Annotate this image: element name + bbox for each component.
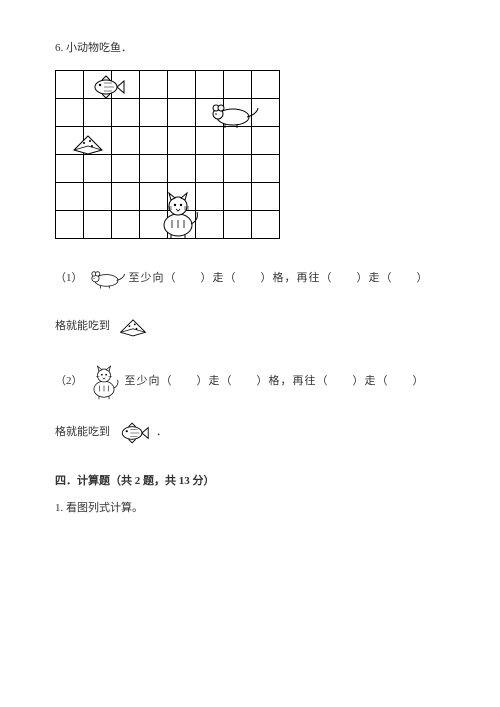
grid-diagram [55, 70, 281, 239]
sub1-prefix: （1） [55, 270, 83, 288]
mouse-icon [86, 264, 126, 294]
grid-table [55, 70, 280, 239]
cake-icon [113, 312, 153, 342]
sub2-period: ． [156, 424, 167, 442]
section4-heading: 四．计算题（共 2 题，共 13 分） [55, 473, 445, 491]
q6-sub2-line2: 格就能吃到 ． [55, 418, 445, 448]
q6-sub2-line1: （2） 至少向（ ）走（ ）格，再往（ ）走（ ） [55, 364, 445, 400]
q6-sub1-line1: （1） 至少向（ ）走（ ）格，再往（ ）走（ ） [55, 264, 445, 294]
sub2-prefix: （2） [55, 373, 83, 391]
sub1-text: 至少向（ ）走（ ）格，再往（ ）走（ ） [129, 270, 429, 288]
cat-icon [86, 364, 122, 400]
sub2-text: 至少向（ ）走（ ）格，再往（ ）走（ ） [125, 373, 425, 391]
section4-q1: 1. 看图列式计算。 [55, 500, 445, 518]
sub1-line2-text: 格就能吃到 [55, 318, 110, 336]
fish-icon [113, 418, 153, 448]
sub2-line2-text: 格就能吃到 [55, 424, 110, 442]
q6-title: 6. 小动物吃鱼． [55, 40, 445, 58]
q6-sub1-line2: 格就能吃到 [55, 312, 445, 342]
